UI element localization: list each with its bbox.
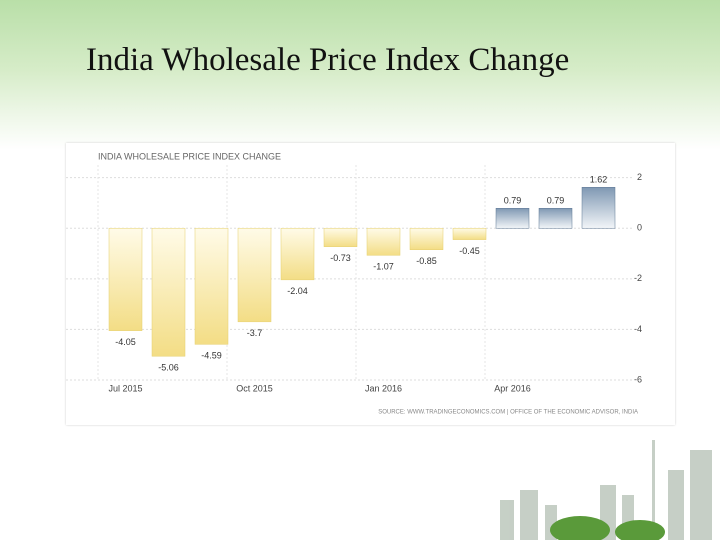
bar [452,227,487,240]
value-label: -5.06 [158,363,179,373]
y-tick-label: 2 [637,172,642,182]
bar [108,227,143,331]
bar [366,227,401,256]
chart-box: INDIA WHOLESALE PRICE INDEX CHANGE SOURC… [66,143,675,425]
value-label: -0.85 [416,256,437,266]
bar [151,227,186,357]
value-label: -3.7 [247,328,263,338]
value-label: 0.79 [547,196,565,206]
bar [194,227,229,345]
bar [280,227,315,281]
value-label: -0.73 [330,253,351,263]
value-label: -2.04 [287,286,308,296]
value-label: 1.62 [590,175,608,185]
x-tick-label: Jul 2015 [108,383,142,393]
bar [409,227,444,250]
source: SOURCE: WWW.TRADINGECONOMICS.COM | OFFIC… [378,410,638,416]
x-tick-label: Oct 2015 [236,383,273,393]
y-tick-label: -4 [634,324,642,334]
chart-title: INDIA WHOLESALE PRICE INDEX CHANGE [98,151,281,161]
slide-title: India Wholesale Price Index Change [86,42,570,78]
value-label: -0.45 [459,246,480,256]
y-tick-label: -6 [634,374,642,384]
value-label: 0.79 [504,196,522,206]
bar [581,187,616,229]
x-tick-label: Jan 2016 [365,383,402,393]
bar [538,208,573,229]
bar [323,227,358,247]
y-tick-label: -2 [634,273,642,283]
bar [495,208,530,229]
value-label: -1.07 [373,262,394,272]
bar [237,227,272,323]
x-tick-label: Apr 2016 [494,383,531,393]
value-label: -4.05 [115,337,136,347]
chart: INDIA WHOLESALE PRICE INDEX CHANGE SOURC… [66,151,642,416]
value-label: -4.59 [201,351,222,361]
y-tick-label: 0 [637,223,642,233]
